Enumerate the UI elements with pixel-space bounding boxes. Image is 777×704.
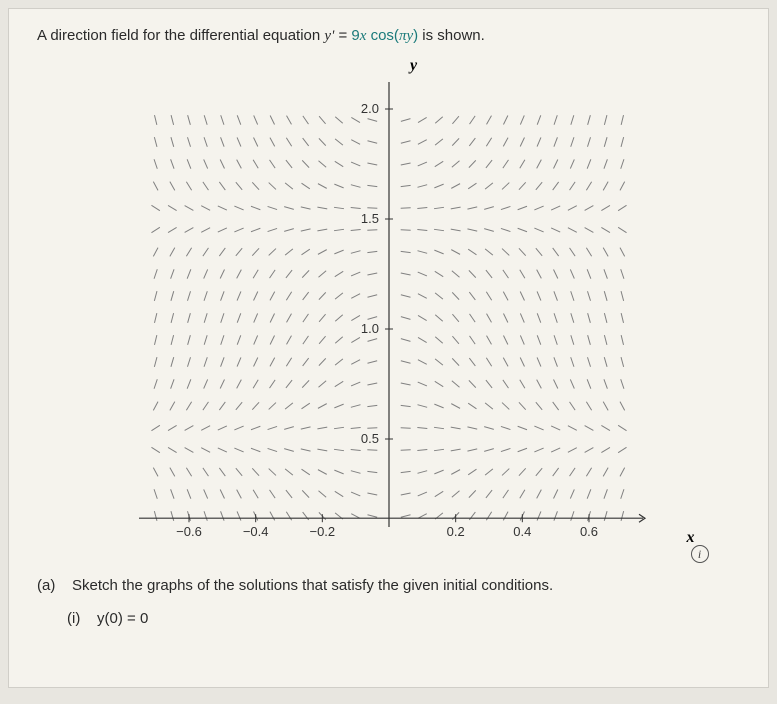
subq-text: Sketch the graphs of the solutions that …: [72, 577, 553, 594]
chart-container: y −0.6−0.4−0.20.20.40.60.51.01.52.0 x i: [37, 57, 740, 557]
subq-label: (a): [37, 577, 55, 594]
svg-text:−0.4: −0.4: [242, 524, 268, 539]
info-glyph: i: [698, 547, 701, 562]
chart-svg: −0.6 −0.4 −0.2 0.2 0.4 0.6 0.5 1.0 1.5 2.0: [109, 77, 669, 557]
q-suffix: is shown.: [418, 27, 485, 44]
svg-text:1.0: 1.0: [360, 321, 378, 336]
y-axis-label: y: [410, 57, 417, 75]
eq-func: cos(: [366, 27, 399, 44]
question-prompt: A direction field for the differential e…: [37, 27, 740, 45]
q-prefix: A direction field for the differential e…: [37, 27, 324, 44]
sub-item-i: (i) y(0) = 0: [67, 610, 740, 627]
question-panel: A direction field for the differential e…: [8, 8, 769, 688]
cond-rhs: 0: [140, 610, 148, 627]
eq-coef: 9: [351, 27, 359, 44]
direction-field-chart: −0.6−0.4−0.20.20.40.60.51.01.52.0 x i: [109, 77, 669, 557]
svg-text:−0.6: −0.6: [176, 524, 202, 539]
svg-text:2.0: 2.0: [360, 101, 378, 116]
svg-text:0.5: 0.5: [360, 431, 378, 446]
cond-eq: =: [123, 610, 140, 627]
sub-question-a: (a) Sketch the graphs of the solutions t…: [37, 577, 740, 594]
svg-text:0.6: 0.6: [579, 524, 597, 539]
eq-lhs: y': [324, 28, 334, 44]
svg-text:0.2: 0.2: [446, 524, 464, 539]
subitem-label: (i): [67, 610, 80, 627]
info-icon[interactable]: i: [691, 545, 709, 563]
svg-text:0.4: 0.4: [513, 524, 531, 539]
x-axis-label: x: [687, 529, 695, 547]
eq-eq: =: [334, 27, 351, 44]
svg-text:1.5: 1.5: [360, 211, 378, 226]
cond-lhs: y(0): [97, 610, 123, 627]
svg-text:−0.2: −0.2: [309, 524, 335, 539]
